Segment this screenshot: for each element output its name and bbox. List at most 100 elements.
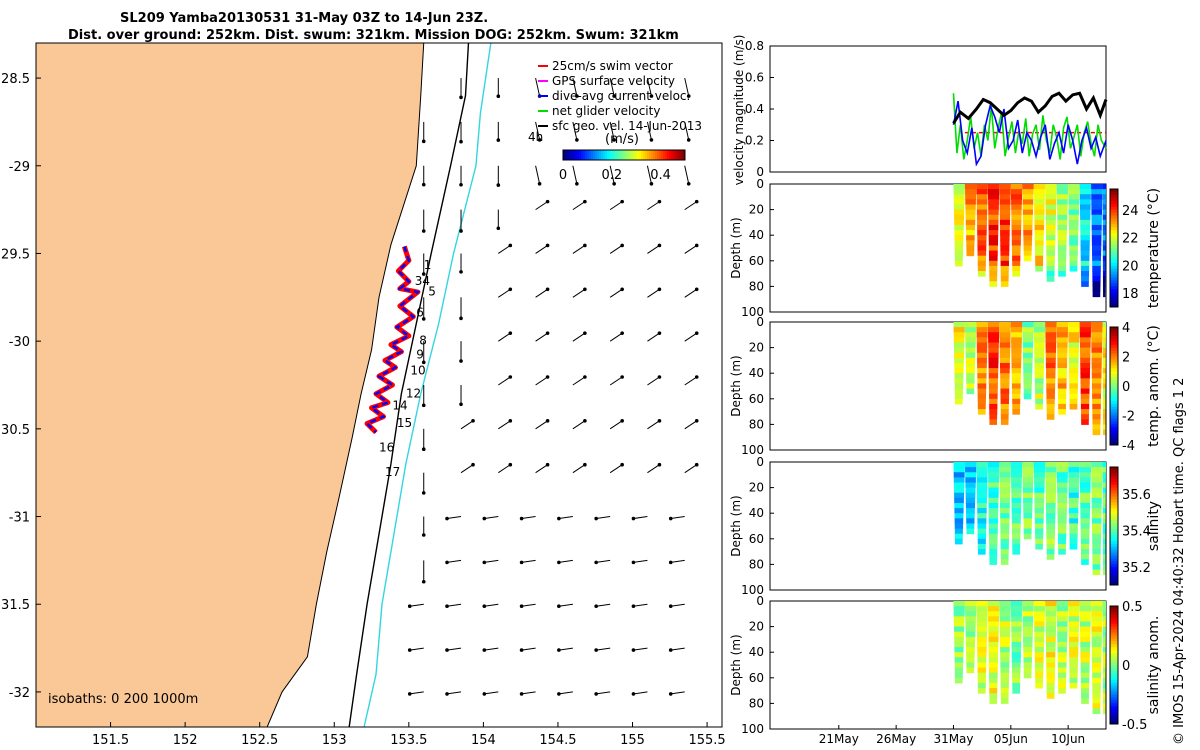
section-cell (1058, 260, 1067, 267)
section-cell (1080, 383, 1090, 390)
colorbar-cell (669, 150, 672, 160)
section-cell (988, 332, 1000, 338)
section-cell (1102, 240, 1106, 246)
section-cell (1012, 393, 1021, 400)
section-cell (955, 538, 963, 545)
section-cell (953, 204, 965, 211)
geo-arrow (446, 691, 462, 695)
geo-arrow-head (583, 199, 587, 204)
section-colorbar-cell (1110, 442, 1118, 446)
section-cell (1000, 224, 1010, 231)
section-cell (1092, 398, 1101, 405)
section-cell (999, 189, 1011, 195)
section-cell (1045, 332, 1057, 338)
section-colorbar-cell (1110, 531, 1118, 536)
section-cell (1034, 214, 1045, 221)
section-cell (977, 647, 987, 653)
section-cell (1102, 230, 1106, 236)
colorbar-cell (613, 150, 616, 160)
section-cell (1102, 255, 1106, 262)
section-cell (1046, 657, 1056, 663)
section-cell (1057, 240, 1067, 246)
section-cell (1092, 424, 1101, 431)
section-cell (1034, 662, 1044, 669)
section-cell (1057, 209, 1068, 216)
section-cell (1011, 647, 1022, 653)
section-cell (1057, 662, 1067, 669)
section-colorbar-tick-label: 35.2 (1122, 561, 1151, 576)
section-cell (999, 337, 1011, 343)
section-colorbar-tick-label: 0 (1122, 659, 1130, 674)
section-colorbar-cell (1110, 224, 1118, 228)
geo-arrow-head (631, 648, 636, 652)
geo-arrow-head (657, 331, 662, 335)
map-y-tick-label: 30.5 (1, 423, 30, 438)
section-colorbar-label: salinity anom. (1146, 616, 1162, 715)
section-cell (1079, 472, 1091, 478)
section-cell (999, 472, 1011, 478)
section-cell (1034, 235, 1044, 241)
map-x-tick-label: 152.5 (241, 733, 278, 748)
section-cell (1045, 611, 1057, 617)
geo-arrow (609, 245, 623, 254)
geo-arrow-head (445, 516, 449, 521)
section-cell (1068, 332, 1080, 338)
colorbar-cell (677, 150, 680, 160)
colorbar-cell (603, 150, 606, 160)
geo-arrow-head (612, 181, 616, 186)
section-cell (1080, 523, 1090, 530)
section-cell (954, 636, 964, 643)
section-cell (1068, 204, 1080, 211)
section-y-tick-label: 40 (749, 228, 764, 242)
section-cell (955, 260, 963, 267)
section-cell (977, 250, 987, 257)
geo-arrow (460, 464, 474, 474)
section-cell (1034, 362, 1045, 369)
section-cell (1080, 508, 1091, 514)
section-colorbar-cell (1110, 200, 1118, 205)
section-cell (1102, 462, 1106, 468)
colorbar-cell (649, 150, 652, 160)
geo-arrow (609, 464, 623, 474)
section-colorbar-cell (1110, 697, 1118, 701)
geo-arrow (633, 691, 648, 695)
track-day-label: 12 (406, 386, 421, 400)
section-cell (1023, 378, 1032, 384)
colorbar-cell (639, 150, 642, 160)
geo-arrow-head (583, 287, 587, 292)
section-cell (977, 398, 986, 405)
section-cell (1068, 477, 1080, 483)
section-cell (988, 357, 999, 364)
section-cell (1068, 322, 1080, 328)
section-cell (1080, 245, 1090, 252)
section-cell (966, 513, 975, 519)
section-cell (999, 462, 1011, 468)
section-cell (977, 357, 987, 364)
section-cell (954, 641, 964, 648)
section-colorbar-cell (1110, 493, 1118, 497)
section-cell (987, 601, 1000, 607)
geo-arrow-head (421, 272, 426, 276)
section-cell (966, 657, 975, 663)
section-y-tick-label: 60 (749, 254, 764, 268)
section-y-tick-label: 20 (749, 341, 764, 355)
section-cell (1092, 403, 1101, 410)
colorbar-cell (661, 150, 664, 160)
section-cell (977, 373, 987, 379)
section-cell (953, 621, 965, 628)
geo-arrow-head (657, 243, 662, 248)
section-cell (1091, 657, 1102, 663)
track-day-label: 34 (415, 274, 430, 288)
section-cell (1080, 357, 1091, 364)
section-cell (977, 652, 987, 658)
map-title-line2: Dist. over ground: 252km. Dist. swum: 32… (68, 28, 679, 43)
geo-arrow-head (508, 462, 513, 467)
section-cell (1080, 636, 1091, 643)
map-x-tick-label: 155.5 (688, 733, 725, 748)
section-cell (1000, 414, 1009, 420)
section-cell (1068, 472, 1080, 478)
section-cell (1102, 631, 1106, 638)
section-cell (1069, 230, 1079, 236)
geo-arrow (572, 420, 586, 430)
section-cell (1081, 698, 1089, 704)
